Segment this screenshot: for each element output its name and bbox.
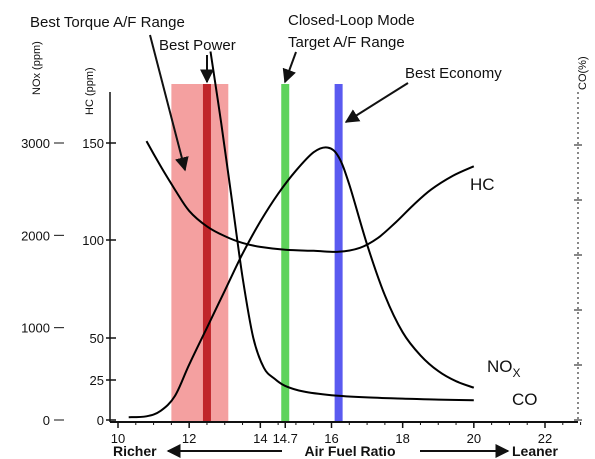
band-0 [171, 84, 229, 422]
x-tick-label: 16 [324, 431, 338, 446]
arrow-best-economy [344, 82, 409, 123]
curve-label-nox-sub: X [513, 366, 521, 380]
x-tick-label: 14 [253, 431, 267, 446]
curve-group [128, 51, 475, 419]
x-axis-title: Air Fuel Ratio [304, 443, 395, 459]
richer-label: Richer [113, 443, 157, 459]
curve-label-nox-main: NO [487, 357, 513, 376]
annotation-best-economy: Best Economy [405, 65, 502, 82]
tick-group: 10 12 14 14.7 16 18 20 22 0 1000 2000 3000 0 25 50 100 1… [21, 136, 582, 446]
arrow-best-torque [149, 34, 189, 172]
nox-tick-label: 3000 [21, 136, 50, 151]
nox-tick-label: 1000 [21, 321, 50, 336]
x-tick-label: 22 [538, 431, 552, 446]
series-nox [128, 146, 475, 419]
leaner-label: Leaner [512, 443, 558, 459]
annotation-target-af: Target A/F Range [288, 34, 405, 51]
band-2 [281, 84, 290, 422]
curve-label-hc: HC [470, 175, 495, 194]
x-tick-label: 10 [111, 431, 125, 446]
series-hc [145, 140, 475, 253]
band-group [171, 84, 343, 422]
band-1 [202, 84, 211, 422]
x-tick-label: 12 [182, 431, 196, 446]
series-co [209, 51, 474, 402]
hc-tick-label: 150 [82, 136, 104, 151]
co-axis-label: CO(%) [577, 56, 589, 90]
annotation-closed-loop: Closed-Loop Mode [288, 12, 415, 29]
annotation-best-power: Best Power [159, 37, 236, 54]
hc-tick-label: 25 [90, 373, 104, 388]
hc-axis-label: HC (ppm) [84, 67, 96, 115]
nox-tick-label: 0 [43, 413, 50, 428]
arrow-closed-loop [282, 51, 297, 84]
x-tick-label: 14.7 [273, 431, 298, 446]
hc-tick-label: 100 [82, 233, 104, 248]
x-tick-label: 20 [467, 431, 481, 446]
band-3 [334, 84, 343, 422]
curve-label-nox: NOX [487, 357, 521, 380]
nox-tick-label: 2000 [21, 228, 50, 243]
x-tick-label: 18 [395, 431, 409, 446]
nox-axis-label: NOx (ppm) [31, 41, 43, 95]
annotation-best-torque: Best Torque A/F Range [30, 14, 185, 31]
curve-label-co: CO [512, 390, 538, 409]
hc-tick-label: 50 [90, 331, 104, 346]
hc-tick-label: 0 [97, 413, 104, 428]
